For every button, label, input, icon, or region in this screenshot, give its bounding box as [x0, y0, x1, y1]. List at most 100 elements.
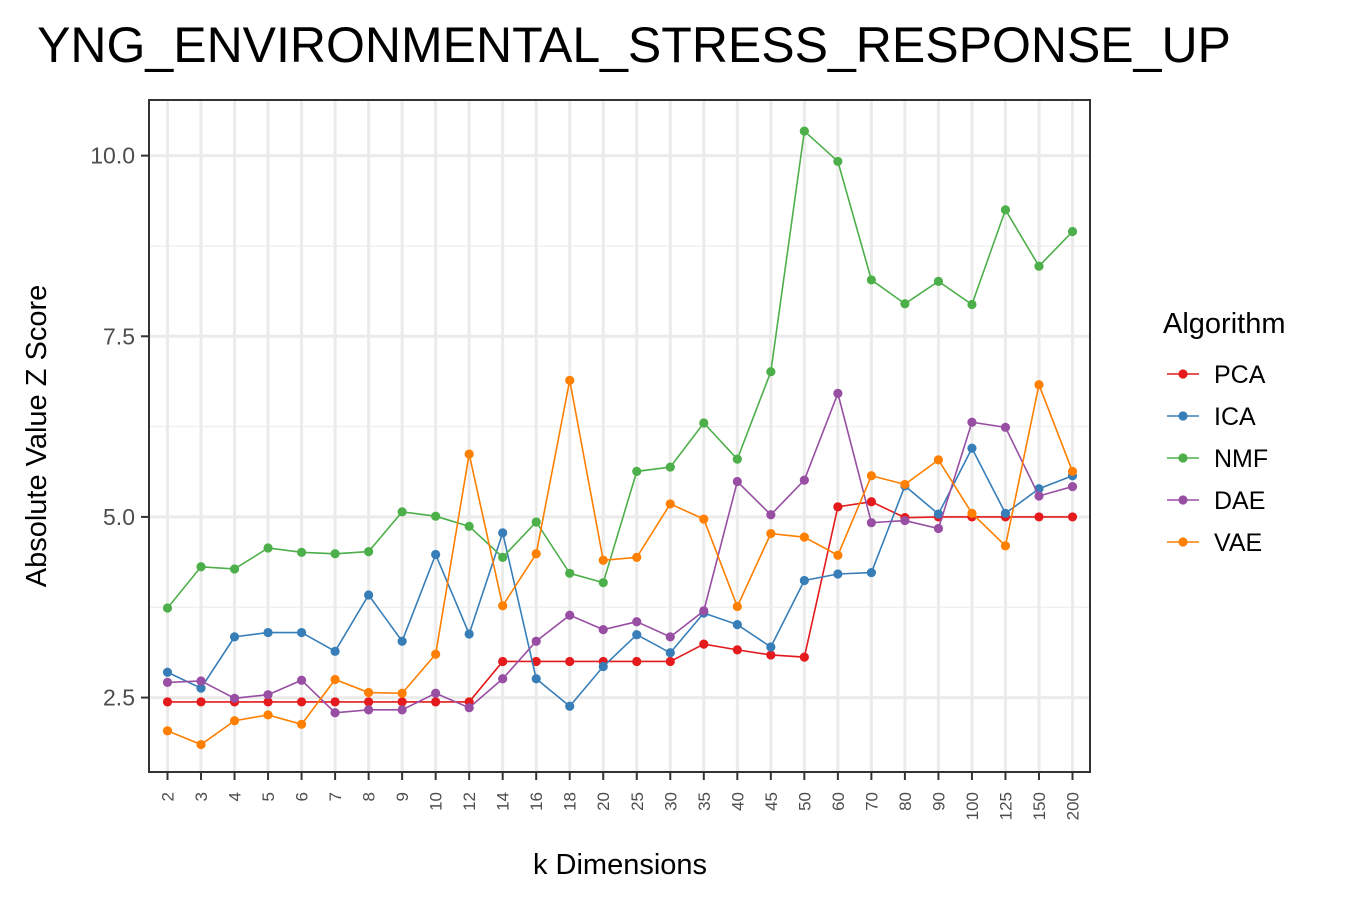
- vae-point: [263, 710, 273, 720]
- vae-point: [766, 528, 776, 539]
- legend-key-point: [1178, 495, 1188, 505]
- ica-point: [833, 569, 843, 579]
- vae-point: [933, 455, 944, 465]
- vae-point: [732, 601, 742, 612]
- pca-point: [162, 697, 173, 707]
- nmf-point: [565, 568, 575, 578]
- x-tick-label: 9: [393, 792, 412, 801]
- nmf-point: [263, 543, 273, 553]
- legend-item-dae: DAE: [1167, 487, 1265, 515]
- ica-point: [531, 674, 541, 684]
- x-tick-label: 14: [494, 792, 513, 811]
- dae-point: [833, 388, 843, 398]
- dae-point: [397, 705, 407, 715]
- dae-point: [229, 693, 240, 703]
- ica-point: [598, 661, 608, 672]
- dae-point: [431, 688, 441, 698]
- legend-item-nmf: NMF: [1167, 445, 1268, 473]
- pca-point: [296, 697, 307, 707]
- vae-point: [833, 550, 843, 560]
- vae-point: [565, 375, 575, 385]
- dae-point: [1000, 422, 1011, 432]
- x-tick-label: 60: [829, 792, 848, 811]
- dae-point: [1067, 481, 1078, 492]
- pca-point: [330, 697, 340, 707]
- dae-point: [766, 510, 776, 520]
- dae-point: [665, 632, 675, 642]
- nmf-point: [1034, 261, 1044, 271]
- nmf-point: [665, 462, 675, 472]
- vae-point: [967, 508, 977, 518]
- ica-point: [967, 443, 977, 453]
- vae-point: [431, 649, 441, 659]
- plot-panel-border: [148, 99, 1091, 773]
- legend-key-point: [1178, 453, 1188, 463]
- nmf-point: [498, 552, 508, 562]
- y-axis-title: Absolute Value Z Score: [21, 285, 53, 588]
- ica-point: [464, 629, 474, 639]
- nmf-point: [799, 126, 809, 136]
- ica-point: [665, 648, 675, 658]
- ica-point: [162, 667, 173, 677]
- ica-point: [364, 590, 374, 600]
- vae-point: [397, 688, 407, 698]
- y-tick-label: 10.0: [90, 143, 135, 169]
- pca-point: [1034, 512, 1044, 522]
- ica-point: [229, 632, 240, 642]
- x-tick-label: 70: [862, 792, 881, 811]
- ica-point: [296, 627, 307, 638]
- ica-point: [431, 549, 441, 560]
- dae-point: [632, 617, 642, 627]
- vae-point: [900, 479, 910, 490]
- dae-point: [162, 677, 173, 688]
- legend-title: Algorithm: [1163, 308, 1286, 340]
- ica-point: [799, 575, 809, 586]
- x-tick-label: 90: [929, 792, 948, 811]
- nmf-point: [900, 299, 910, 309]
- dae-point: [866, 518, 876, 528]
- vae-point: [699, 514, 709, 524]
- dae-point: [565, 610, 575, 620]
- vae-point: [364, 687, 374, 698]
- ica-point: [766, 642, 776, 652]
- pca-point: [531, 656, 541, 667]
- nmf-line: [166, 129, 1074, 609]
- plot-series: [162, 126, 1078, 750]
- legend-label: PCA: [1214, 361, 1266, 389]
- pca-point: [766, 650, 776, 660]
- y-axis: 2.5 5.0 7.5 10.0: [90, 143, 149, 711]
- vae-point: [598, 555, 608, 565]
- ica-point: [732, 619, 742, 630]
- vae-point: [330, 674, 340, 685]
- x-tick-label: 20: [594, 792, 613, 811]
- legend-label: NMF: [1214, 445, 1268, 473]
- x-tick-label: 200: [1064, 792, 1083, 820]
- dae-point: [732, 476, 742, 487]
- vae-point: [296, 719, 307, 729]
- ica-point: [498, 528, 508, 538]
- x-axis-title: k Dimensions: [533, 849, 707, 881]
- x-tick-label: 40: [728, 792, 747, 811]
- legend: Algorithm PCA ICA NMF DAE VAE: [1163, 308, 1286, 557]
- ica-point: [933, 509, 944, 519]
- x-tick-label: 150: [1030, 792, 1049, 820]
- dae-point: [330, 708, 340, 718]
- vae-point: [162, 726, 173, 736]
- nmf-point: [196, 562, 206, 572]
- vae-point: [196, 739, 206, 750]
- nmf-point: [766, 367, 776, 377]
- vae-point: [1000, 541, 1011, 551]
- legend-label: DAE: [1214, 487, 1265, 515]
- nmf-point: [732, 454, 742, 464]
- nmf-point: [397, 507, 407, 517]
- pca-point: [364, 697, 374, 707]
- plot-panel: [149, 100, 1090, 772]
- series-nmf: [162, 126, 1078, 613]
- chart-title: YNG_ENVIRONMENTAL_STRESS_RESPONSE_UP: [37, 17, 1231, 73]
- nmf-point: [632, 466, 642, 477]
- nmf-point: [296, 547, 307, 557]
- dae-point: [799, 475, 809, 485]
- legend-key-point: [1178, 369, 1188, 379]
- dae-point: [196, 676, 206, 686]
